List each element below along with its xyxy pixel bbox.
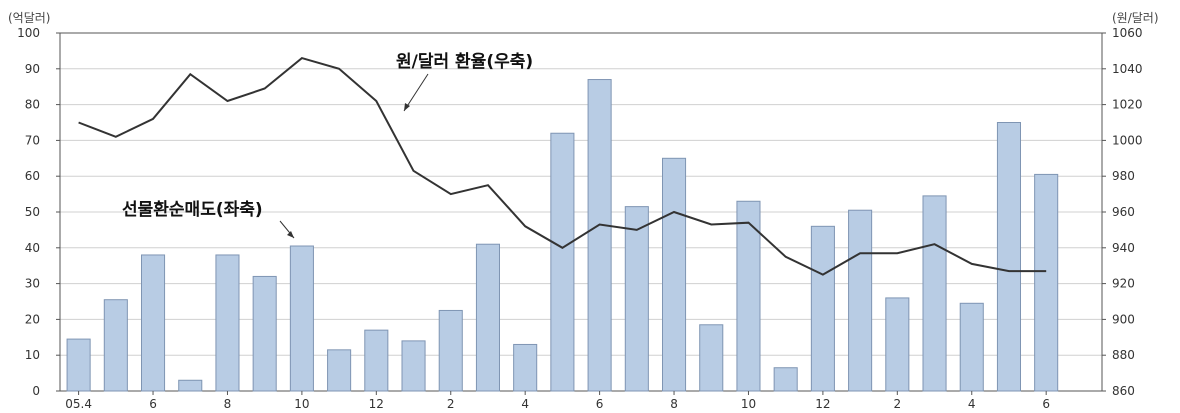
left-axis-tick-label: 100 <box>17 26 40 40</box>
left-axis-tick-label: 10 <box>25 348 40 362</box>
bar <box>810 225 835 392</box>
right-axis-unit: (원/달러) <box>1112 11 1159 25</box>
x-axis-tick-label: 6 <box>1042 397 1050 411</box>
left-axis-tick-label: 70 <box>25 133 40 147</box>
bar-annotation-arrowhead <box>287 231 294 238</box>
right-axis-tick-label: 960 <box>1112 205 1135 219</box>
bar <box>624 206 649 392</box>
right-axis-tick-label: 860 <box>1112 384 1135 398</box>
x-axis-tick-label: 8 <box>224 397 232 411</box>
right-axis-tick-label: 940 <box>1112 241 1135 255</box>
x-axis-tick-label: 12 <box>369 397 384 411</box>
bar <box>661 157 687 392</box>
right-axis-tick-label: 1000 <box>1112 133 1143 147</box>
x-axis-tick-label: 6 <box>149 397 157 411</box>
right-axis-tick-label: 1040 <box>1112 62 1143 76</box>
x-axis-ticks: 05.4 6 8 10 12 2 4 6 8 10 12 2 4 6 <box>65 391 1050 411</box>
left-axis-tick-label: 40 <box>25 241 40 255</box>
bar <box>103 299 128 392</box>
right-axis-tick-label: 880 <box>1112 348 1135 362</box>
right-axis-tick-label: 1060 <box>1112 26 1143 40</box>
bar <box>289 245 314 392</box>
bar <box>215 254 240 392</box>
x-axis-tick-label: 4 <box>521 397 529 411</box>
x-axis-tick-label: 8 <box>670 397 678 411</box>
left-axis-tick-label: 60 <box>25 169 40 183</box>
bar <box>178 379 203 392</box>
left-axis-ticks: 0 10 20 30 40 50 60 70 80 90 100 <box>17 26 60 398</box>
bar <box>401 340 426 392</box>
left-axis-tick-label: 30 <box>25 277 40 291</box>
line-series <box>78 56 1047 276</box>
left-axis-tick-label: 20 <box>25 312 40 326</box>
right-axis-tick-label: 900 <box>1112 312 1135 326</box>
line-annotation-arrowhead <box>404 103 410 111</box>
left-axis-tick-label: 80 <box>25 98 40 112</box>
bar <box>587 79 612 392</box>
left-axis-tick-label: 50 <box>25 205 40 219</box>
bar <box>550 132 575 392</box>
right-axis-tick-label: 1020 <box>1112 98 1143 112</box>
bar <box>475 243 501 392</box>
bar <box>66 338 91 392</box>
bar <box>364 329 389 392</box>
bar <box>438 309 463 392</box>
bar <box>699 324 724 392</box>
x-axis-tick-label: 4 <box>968 397 976 411</box>
bar-series-annotation: 선물환순매도(좌축) <box>122 200 263 220</box>
bar <box>848 209 873 392</box>
line-series-annotation: 원/달러 환율(우축) <box>396 51 533 72</box>
bar <box>327 349 352 392</box>
bar <box>959 302 984 392</box>
bar <box>252 275 277 392</box>
x-axis-tick-label: 05.4 <box>65 397 92 411</box>
right-axis-tick-label: 980 <box>1112 169 1135 183</box>
right-axis-ticks: 860 880 900 920 940 960 980 1000 1020 1040 1060 <box>1102 26 1143 398</box>
x-axis-tick-label: 12 <box>815 397 830 411</box>
x-axis-tick-label: 2 <box>894 397 902 411</box>
bar <box>140 254 166 392</box>
bar-series <box>66 79 1059 392</box>
bar <box>773 367 798 392</box>
left-axis-unit: (억달러) <box>8 11 50 25</box>
bar <box>1034 173 1059 392</box>
x-axis-tick-label: 10 <box>741 397 756 411</box>
bar <box>513 343 538 392</box>
bar <box>922 195 947 392</box>
x-axis-tick-label: 10 <box>294 397 309 411</box>
left-axis-tick-label: 0 <box>32 384 40 398</box>
left-axis-tick-label: 90 <box>25 62 40 76</box>
x-axis-tick-label: 2 <box>447 397 455 411</box>
bar <box>996 122 1022 392</box>
bar <box>885 297 910 392</box>
right-axis-tick-label: 920 <box>1112 277 1135 291</box>
x-axis-tick-label: 6 <box>596 397 604 411</box>
